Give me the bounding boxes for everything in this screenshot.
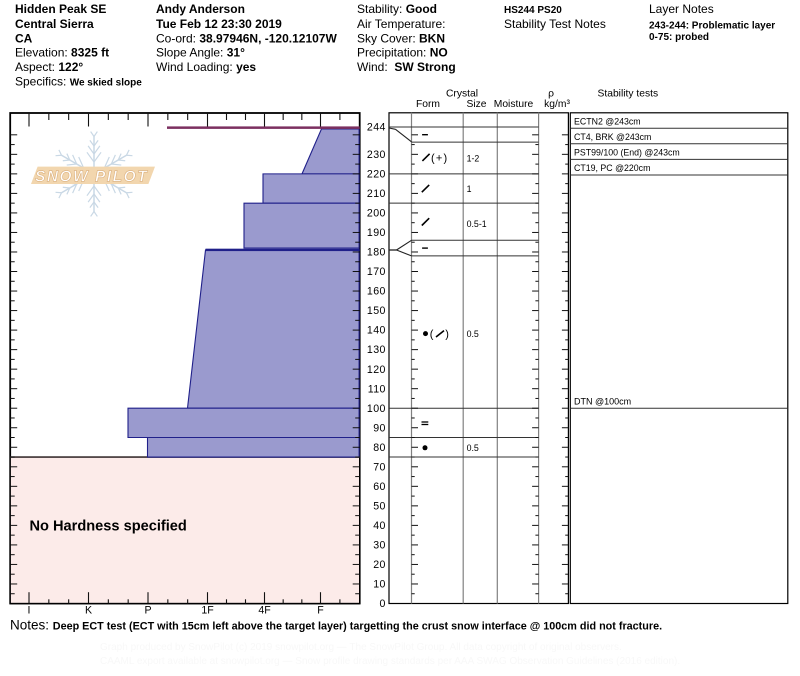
svg-text:F: F [317,605,324,617]
svg-text:Wind: SW Strong: Wind: SW Strong [357,60,456,74]
svg-text:4F: 4F [258,605,271,617]
svg-text:Notes: Deep ECT test (ECT with: Notes: Deep ECT test (ECT with 15cm left… [10,618,662,633]
svg-text:180: 180 [367,247,386,259]
svg-text:10: 10 [373,579,386,591]
svg-text:220: 220 [367,168,386,180]
svg-text:243-244: Problematic layer: 243-244: Problematic layer [649,21,775,32]
svg-text:40: 40 [373,520,386,532]
svg-text:Sky Cover: BKN: Sky Cover: BKN [357,32,445,46]
svg-text:20: 20 [373,559,386,571]
svg-text:ρ: ρ [548,88,554,99]
svg-text:0.5-1: 0.5-1 [467,219,487,229]
svg-text:DTN @100cm: DTN @100cm [574,396,631,406]
svg-text:70: 70 [373,461,386,473]
svg-text:100: 100 [367,403,386,415]
svg-text:kg/m³: kg/m³ [544,99,570,110]
svg-text:HS244 PS20: HS244 PS20 [504,5,562,16]
svg-text:130: 130 [367,344,386,356]
svg-text:0-75: probed: 0-75: probed [649,32,709,43]
svg-text:Andy Anderson: Andy Anderson [156,2,245,16]
svg-text:SNOW PILOT: SNOW PILOT [35,169,148,186]
svg-text:1: 1 [467,184,472,194]
svg-text:60: 60 [373,481,386,493]
svg-text:Specifics: We skied slope: Specifics: We skied slope [15,75,142,89]
svg-text:CT4, BRK @243cm: CT4, BRK @243cm [574,132,651,142]
svg-text:Stability: Good: Stability: Good [357,2,437,16]
svg-text:Aspect: 122°: Aspect: 122° [15,60,83,74]
svg-text:Stability Test Notes: Stability Test Notes [504,17,606,31]
svg-text:160: 160 [367,286,386,298]
svg-text:Size: Size [466,99,486,110]
svg-text:190: 190 [367,227,386,239]
svg-text:140: 140 [367,325,386,337]
svg-text:Precipitation: NO: Precipitation: NO [357,46,448,60]
svg-text:1-2: 1-2 [467,153,480,163]
svg-text:Hidden Peak SE: Hidden Peak SE [15,2,106,16]
svg-text:Stability tests: Stability tests [598,88,659,99]
svg-text:150: 150 [367,305,386,317]
svg-text:Air Temperature:: Air Temperature: [357,17,445,31]
svg-text:30: 30 [373,540,386,552]
svg-text:P: P [144,605,151,617]
svg-text:80: 80 [373,442,386,454]
svg-text:CAAML export available at snow: CAAML export available at snowpilot.org … [100,656,680,667]
svg-text:Wind Loading: yes: Wind Loading: yes [156,60,256,74]
svg-text:Graph produced by SnowPilot (c: Graph produced by SnowPilot (c) 2019 sno… [100,642,622,653]
svg-text:0.5: 0.5 [467,329,479,339]
svg-text:(+): (+) [431,153,448,165]
svg-text:120: 120 [367,364,386,376]
svg-text:I: I [28,605,31,617]
svg-text:(: ( [430,328,434,340]
svg-text:Elevation: 8325 ft: Elevation: 8325 ft [15,46,109,60]
svg-text:0: 0 [380,598,386,610]
svg-text:Tue Feb 12 23:30 2019: Tue Feb 12 23:30 2019 [156,17,282,31]
svg-text:Slope Angle: 31°: Slope Angle: 31° [156,46,245,60]
svg-text:200: 200 [367,208,386,220]
svg-text:CT19, PC @220cm: CT19, PC @220cm [574,163,650,173]
svg-text:0.5: 0.5 [467,443,479,453]
svg-text:Form: Form [416,99,440,110]
svg-text:K: K [85,605,92,617]
svg-text:CA: CA [15,32,33,46]
svg-text:Layer Notes: Layer Notes [649,2,714,16]
svg-text:1F: 1F [201,605,214,617]
svg-text:Co-ord: 38.97946N, -120.12107W: Co-ord: 38.97946N, -120.12107W [156,32,337,46]
svg-text:Moisture: Moisture [494,99,534,110]
svg-text:ECTN2 @243cm: ECTN2 @243cm [574,116,641,126]
svg-text:50: 50 [373,500,386,512]
svg-text:): ) [445,328,449,340]
svg-text:PST99/100 (End) @243cm: PST99/100 (End) @243cm [574,148,680,158]
svg-text:Crystal: Crystal [446,88,478,99]
svg-text:No Hardness specified: No Hardness specified [30,519,187,535]
svg-text:210: 210 [367,188,386,200]
svg-text:244: 244 [367,122,386,134]
svg-text:Central Sierra: Central Sierra [15,17,94,31]
svg-text:90: 90 [373,422,386,434]
svg-text:230: 230 [367,149,386,161]
svg-text:170: 170 [367,266,386,278]
svg-text:110: 110 [368,383,386,395]
